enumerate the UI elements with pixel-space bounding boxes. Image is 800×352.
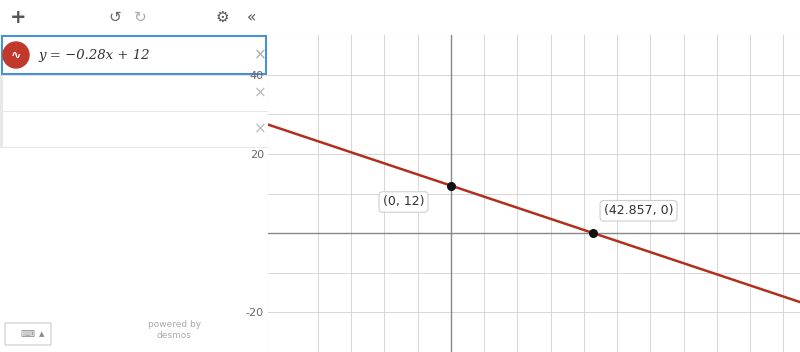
FancyBboxPatch shape	[2, 36, 266, 74]
FancyBboxPatch shape	[0, 75, 3, 111]
Text: powered by
desmos: powered by desmos	[148, 320, 201, 340]
Text: (0, 12): (0, 12)	[382, 195, 424, 208]
Text: (42.857, 0): (42.857, 0)	[604, 204, 674, 217]
Text: ⚙: ⚙	[215, 10, 229, 25]
Text: «: «	[247, 10, 257, 25]
Text: ↻: ↻	[134, 10, 146, 25]
FancyBboxPatch shape	[0, 111, 3, 147]
FancyBboxPatch shape	[5, 323, 51, 345]
Text: ∿: ∿	[10, 49, 22, 62]
Text: +: +	[10, 8, 26, 27]
Text: ×: ×	[254, 121, 266, 137]
Text: ⌨: ⌨	[21, 329, 35, 339]
Text: ↺: ↺	[109, 10, 122, 25]
Text: ×: ×	[254, 48, 266, 63]
Circle shape	[3, 42, 29, 68]
Text: ▲: ▲	[39, 331, 45, 337]
Text: ×: ×	[254, 86, 266, 101]
Text: y = −0.28x + 12: y = −0.28x + 12	[38, 49, 150, 62]
